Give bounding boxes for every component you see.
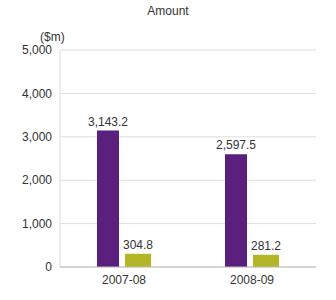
- svg-text:3,000: 3,000: [22, 130, 52, 144]
- svg-text:2,000: 2,000: [22, 173, 52, 187]
- html-text:Amount: Amount: [147, 4, 189, 18]
- svg-text:2,597.5: 2,597.5: [216, 138, 256, 152]
- svg-text:281.2: 281.2: [251, 239, 281, 253]
- svg-text:4,000: 4,000: [22, 87, 52, 101]
- svg-text:1,000: 1,000: [22, 217, 52, 231]
- html-text:($m): ($m): [40, 30, 65, 44]
- svg-text:304.8: 304.8: [123, 238, 153, 252]
- svg-text:0: 0: [45, 260, 52, 274]
- svg-text:3,143.2: 3,143.2: [88, 115, 128, 129]
- svg-text:5,000: 5,000: [22, 43, 52, 57]
- svg-text:2007-08: 2007-08: [102, 273, 146, 287]
- svg-text:2008-09: 2008-09: [230, 273, 274, 287]
